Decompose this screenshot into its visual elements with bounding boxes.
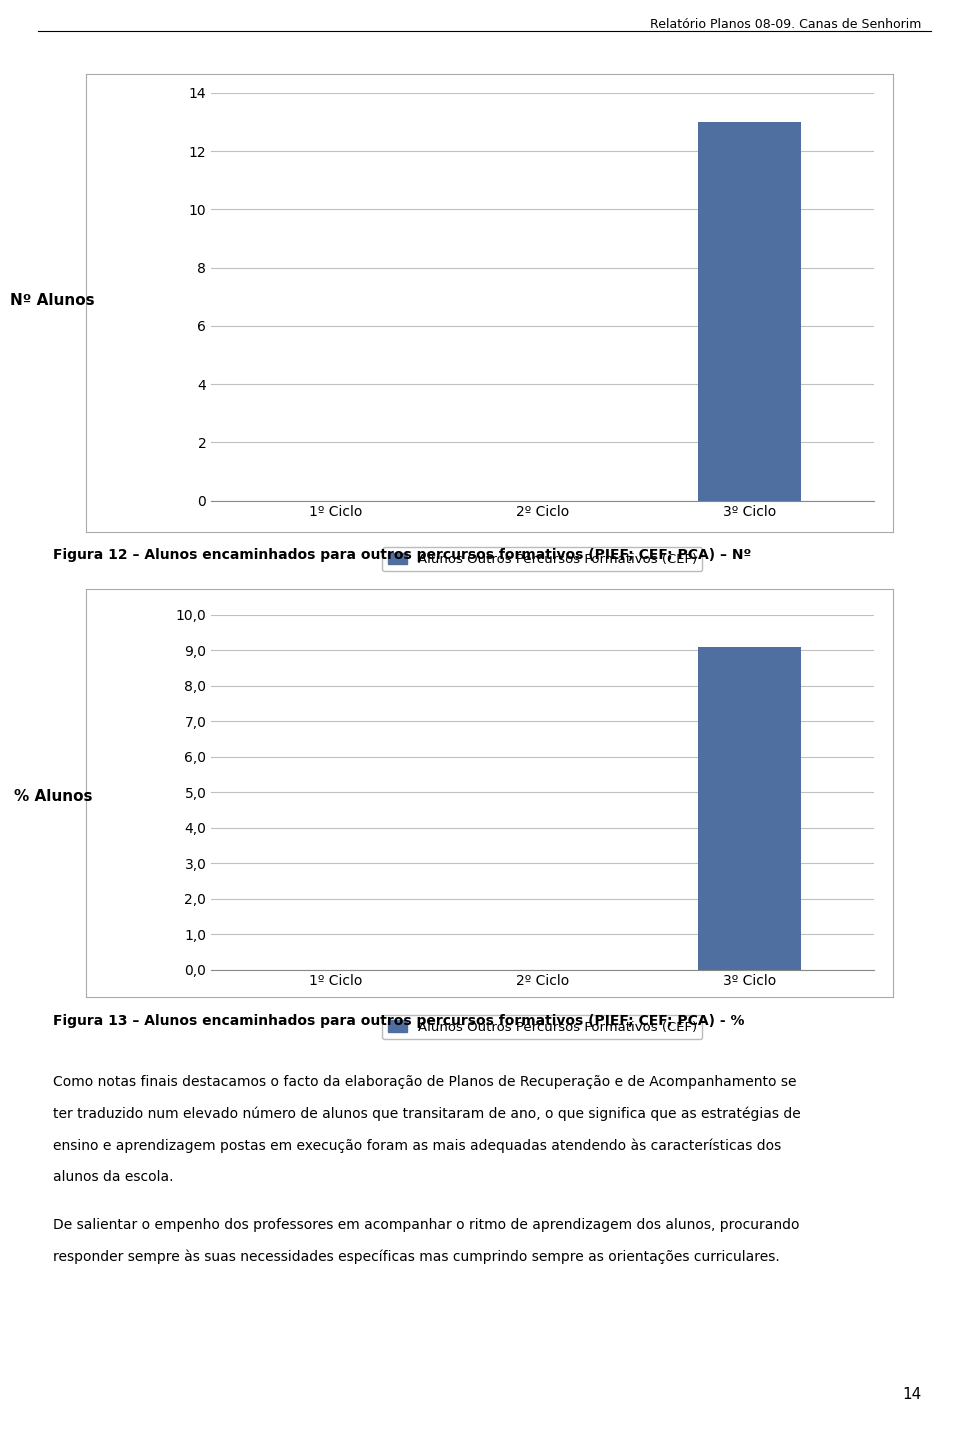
Bar xyxy=(698,122,802,500)
Text: Nº Alunos: Nº Alunos xyxy=(11,293,95,307)
Text: 14: 14 xyxy=(902,1387,922,1401)
Text: ensino e aprendizagem postas em execução foram as mais adequadas atendendo às ca: ensino e aprendizagem postas em execução… xyxy=(53,1138,781,1153)
Text: ter traduzido num elevado número de alunos que transitaram de ano, o que signifi: ter traduzido num elevado número de alun… xyxy=(53,1107,801,1121)
Legend: Alunos Outros Percursos Formativos (CEF): Alunos Outros Percursos Formativos (CEF) xyxy=(382,1015,703,1040)
Text: Relatório Planos 08-09. Canas de Senhorim: Relatório Planos 08-09. Canas de Senhori… xyxy=(650,17,922,31)
Text: De salientar o empenho dos professores em acompanhar o ritmo de aprendizagem dos: De salientar o empenho dos professores e… xyxy=(53,1218,800,1233)
Text: Figura 13 – Alunos encaminhados para outros percursos formativos (PIEF; CEF; PCA: Figura 13 – Alunos encaminhados para out… xyxy=(53,1014,744,1028)
Text: Figura 12 – Alunos encaminhados para outros percursos formativos (PIEF; CEF; PCA: Figura 12 – Alunos encaminhados para out… xyxy=(53,548,751,562)
Text: Como notas finais destacamos o facto da elaboração de Planos de Recuperação e de: Como notas finais destacamos o facto da … xyxy=(53,1075,796,1090)
Legend: Alunos Outros Percursos Formativos (CEF): Alunos Outros Percursos Formativos (CEF) xyxy=(382,548,703,572)
Bar xyxy=(698,646,802,970)
Text: responder sempre às suas necessidades específicas mas cumprindo sempre as orient: responder sempre às suas necessidades es… xyxy=(53,1250,780,1264)
Text: % Alunos: % Alunos xyxy=(13,789,92,804)
Text: alunos da escola.: alunos da escola. xyxy=(53,1170,174,1184)
